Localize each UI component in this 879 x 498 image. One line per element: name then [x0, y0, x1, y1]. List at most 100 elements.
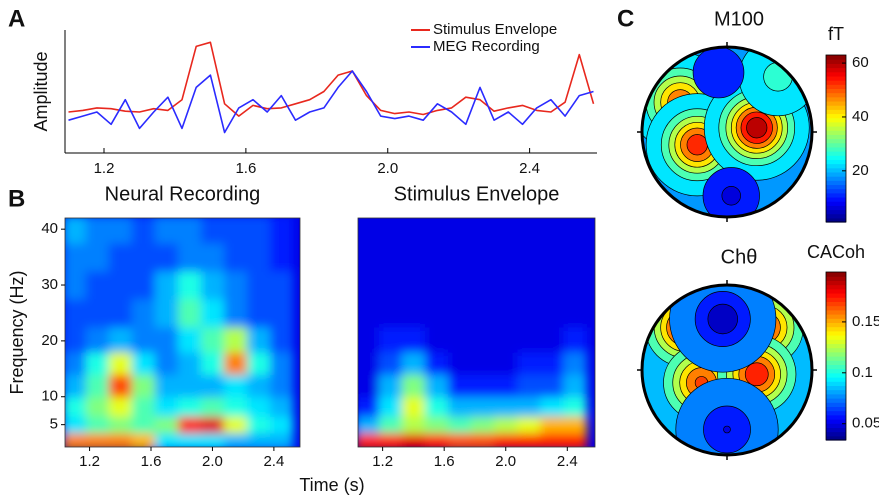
x-axis-label: Time (s)	[299, 475, 364, 495]
colorbar-step	[826, 67, 846, 73]
heatmap-cell	[378, 416, 403, 434]
colorbar-step	[826, 80, 846, 85]
colorbar-frame	[825, 271, 847, 441]
heatmap-cell	[540, 396, 564, 417]
heatmap-cell	[85, 352, 110, 375]
heatmap-cell	[177, 243, 202, 272]
heatmap-cell	[563, 298, 588, 328]
heatmap-cell	[378, 396, 403, 417]
x-tick-label: 1.2	[372, 453, 393, 470]
heatmap-cell	[131, 271, 156, 300]
heatmap-cell	[517, 352, 541, 375]
colorbar-frame	[825, 54, 847, 223]
heatmap-cell	[177, 218, 202, 244]
x-tick-label: 1.2	[79, 453, 100, 470]
heatmap-cell	[270, 218, 294, 244]
colorbar-step	[826, 217, 846, 223]
heatmap-cell	[448, 326, 472, 353]
heatmap-cell	[424, 326, 449, 353]
heatmap-cell	[424, 352, 449, 375]
heatmap-cell	[358, 352, 380, 375]
colorbar-step	[826, 184, 846, 190]
heatmap-cell	[154, 271, 179, 300]
heatmap-cell	[85, 374, 110, 398]
colorbar-step	[826, 326, 846, 332]
colorbar-step	[826, 117, 846, 123]
heatmap-cells	[358, 218, 588, 447]
heatmap-cell	[424, 271, 449, 300]
colorbar-step	[826, 435, 846, 441]
heatmap-cell	[223, 298, 248, 328]
colorbar-step	[826, 393, 846, 399]
heatmap-cell	[358, 416, 380, 434]
colorbar	[826, 272, 846, 441]
heatmap-cell	[471, 433, 495, 447]
heatmap-cell	[494, 396, 518, 417]
heatmap-cell	[448, 243, 472, 272]
contour-band	[746, 117, 768, 139]
heatmap-cell	[540, 352, 564, 375]
heatmap-cell	[177, 298, 202, 328]
colorbar-step	[826, 284, 846, 290]
heatmap-cell	[448, 396, 472, 417]
colorbar-step	[826, 138, 846, 144]
heatmap-cell	[378, 243, 403, 272]
heatmap-cell	[401, 416, 426, 434]
heatmap-cell	[378, 374, 403, 398]
colorbar-step	[826, 155, 846, 160]
colorbar-step	[826, 288, 846, 294]
heatmap-cell	[358, 326, 380, 353]
colorbar-step	[826, 196, 846, 202]
heatmap-cell	[424, 433, 449, 447]
colorbar-step	[826, 293, 846, 298]
colorbar-label: fT	[828, 24, 844, 44]
heatmap-cell	[85, 326, 110, 353]
colorbar-tick-label: 60	[852, 54, 869, 71]
heatmap-cell	[65, 433, 87, 447]
heatmap-cell	[494, 218, 518, 244]
colorbar-step	[826, 364, 846, 370]
heatmap-cell	[65, 243, 87, 272]
heatmap-cell	[358, 298, 380, 328]
heatmap-cell	[200, 243, 225, 272]
colorbar-step	[826, 113, 846, 119]
heatmap-cell	[517, 326, 541, 353]
heatmap-cell	[108, 352, 133, 375]
x-tick-label: 2.4	[519, 160, 540, 177]
colorbar-step	[826, 330, 846, 336]
colorbar-step	[826, 314, 846, 319]
colorbar-label: CACoh	[807, 242, 865, 262]
colorbar-step	[826, 130, 846, 135]
heatmap-area	[358, 218, 595, 447]
colorbar-step	[826, 125, 846, 131]
heatmap-cell	[563, 396, 588, 417]
heatmap-cell	[200, 433, 225, 447]
heatmap-cell	[471, 271, 495, 300]
colorbar-step	[826, 100, 846, 106]
heatmap-cell	[223, 396, 248, 417]
heatmap-cell	[517, 218, 541, 244]
colorbar-step	[826, 309, 846, 315]
heatmap-cell	[424, 396, 449, 417]
heatmap-cell	[108, 218, 133, 244]
colorbar-step	[826, 339, 846, 344]
heatmap-cell	[154, 352, 179, 375]
heatmap-cell	[131, 243, 156, 272]
contour-band	[744, 362, 769, 387]
heatmap-cell	[247, 374, 271, 398]
colorbar-tick-label: 40	[852, 108, 869, 125]
heatmap-cell	[563, 433, 588, 447]
panel-title: Chθ	[721, 246, 758, 268]
heatmap-cell	[563, 374, 588, 398]
heatmap-cell	[378, 433, 403, 447]
colorbar-tick-label: 0.15	[852, 313, 879, 330]
heatmap-cell	[223, 374, 248, 398]
heatmap-cell	[85, 218, 110, 244]
colorbar-step	[826, 276, 846, 281]
heatmap-cell	[154, 298, 179, 328]
colorbar-step	[826, 192, 846, 198]
colorbar-step	[826, 322, 846, 328]
colorbar-step	[826, 305, 846, 311]
colorbar-step	[826, 410, 846, 416]
heatmap-cell	[270, 352, 294, 375]
